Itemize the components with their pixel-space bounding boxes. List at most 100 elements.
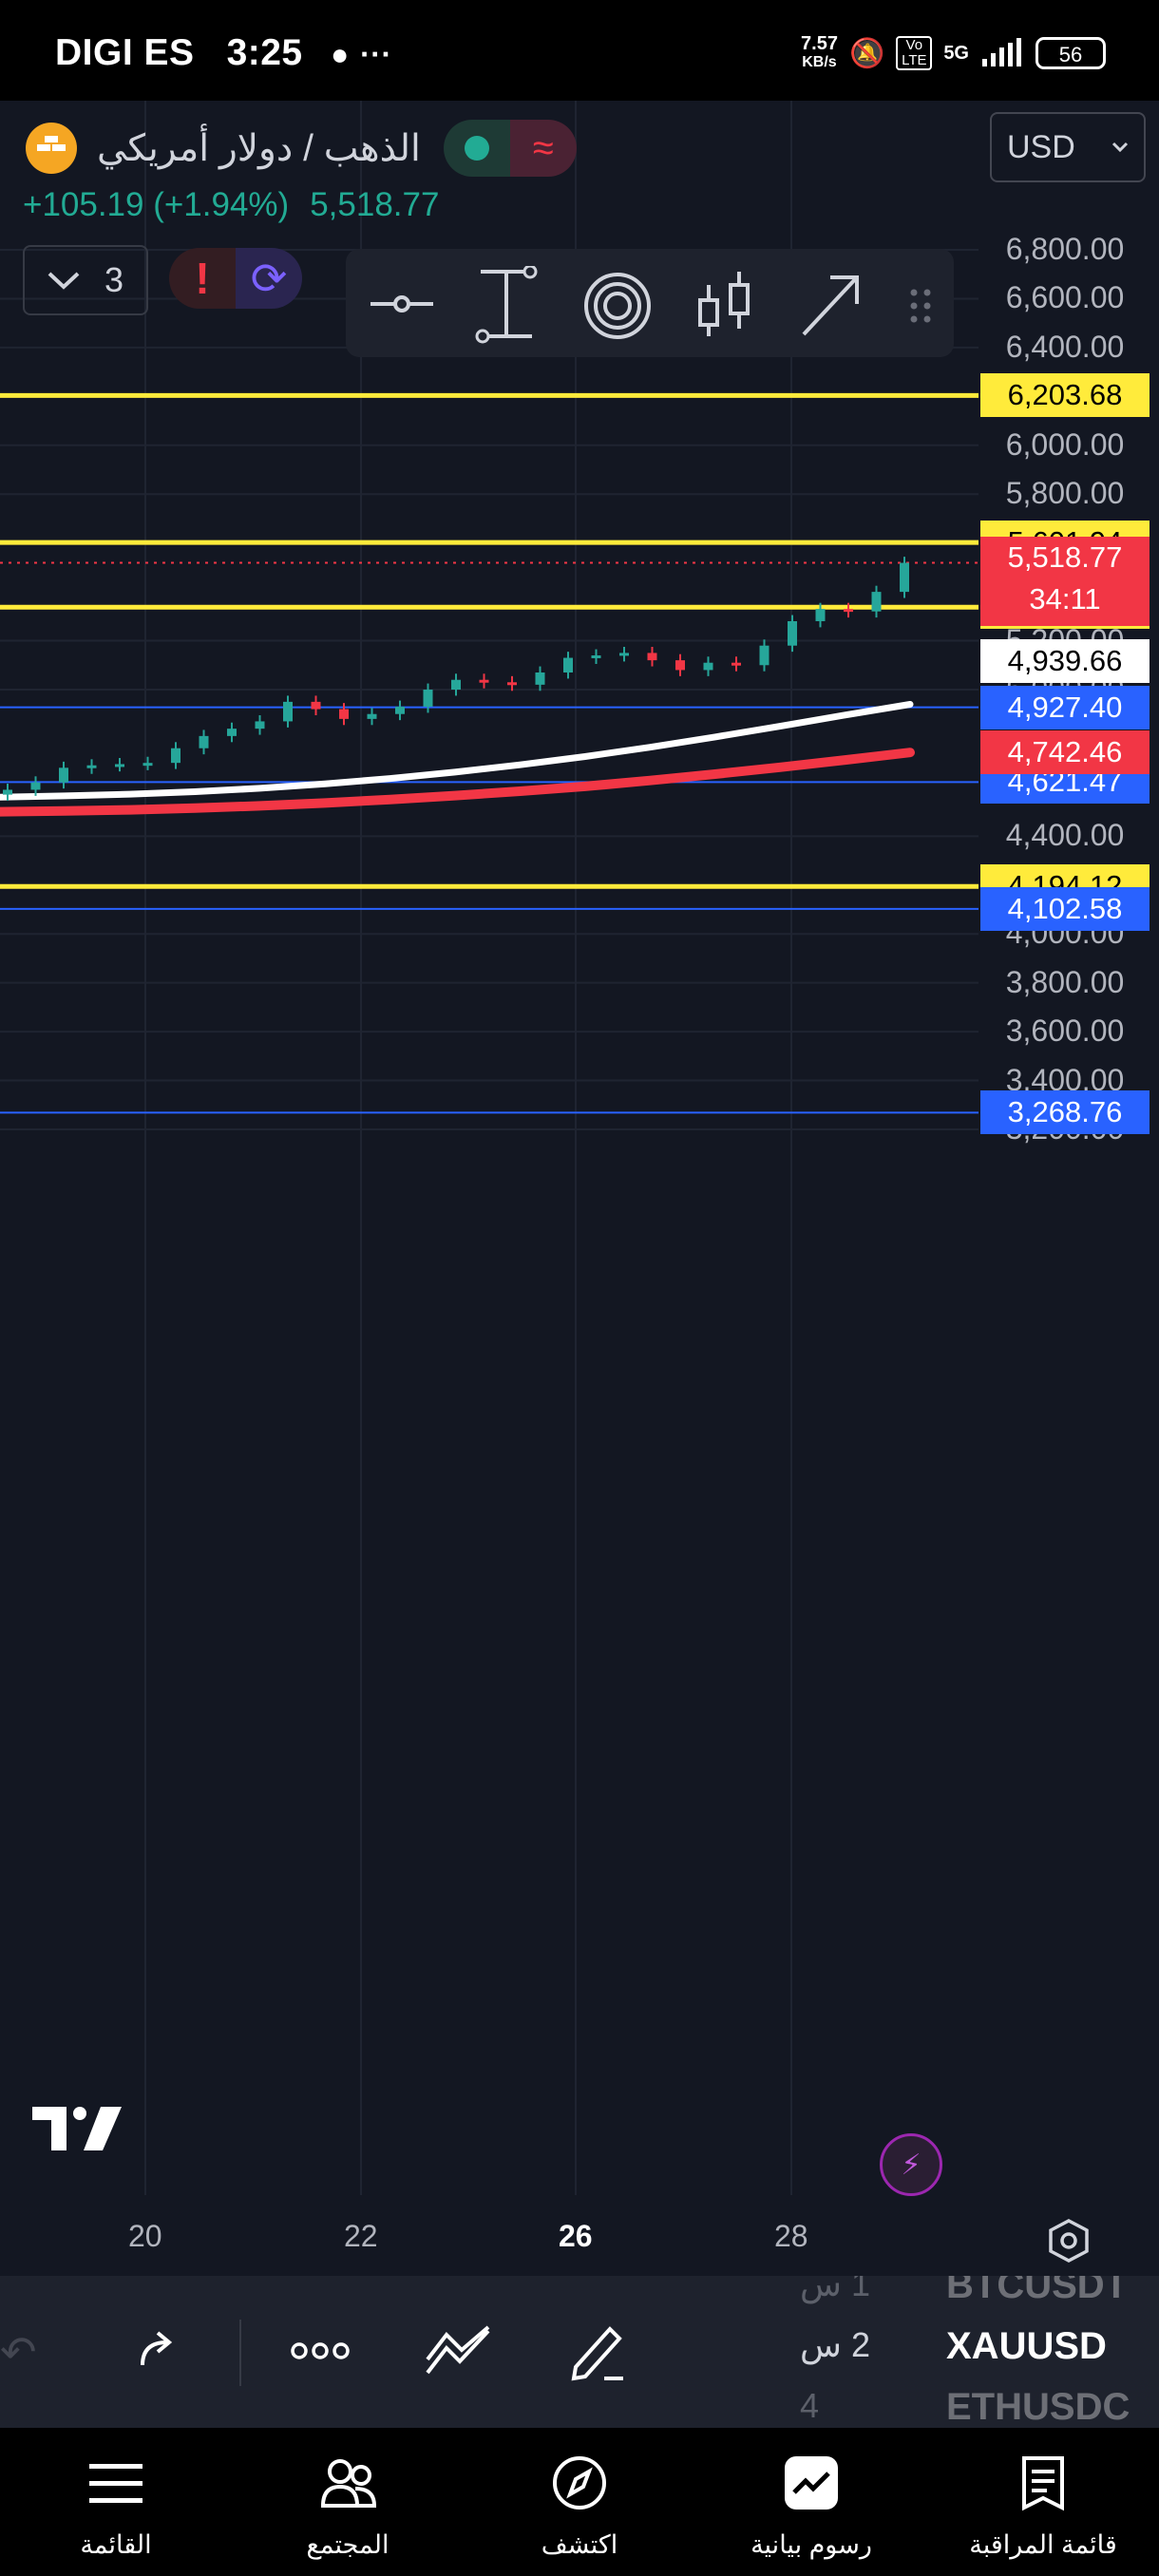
game-icon: ● — [330, 37, 350, 71]
undo-button[interactable]: ↶ — [0, 2327, 37, 2377]
symbol-name[interactable]: الذهب / دولار أمريكي — [97, 127, 421, 169]
alerts-pill[interactable]: ! ⟳ — [169, 248, 302, 309]
net-speed-unit: KB/s — [802, 54, 837, 70]
horizontal-line-icon[interactable] — [369, 275, 435, 332]
chart-icon — [785, 2456, 838, 2510]
candle-body — [30, 782, 41, 790]
candle-body — [59, 767, 68, 783]
chart-canvas[interactable] — [0, 101, 1159, 2276]
signal-icon — [982, 38, 1021, 66]
watchlist-icon — [1022, 2456, 1064, 2511]
watch-symbol-name: ETHUSDC — [946, 2386, 1130, 2428]
watch-symbol-badge: 4 — [800, 2386, 820, 2425]
watch-symbol-name: BTCUSDT — [946, 2276, 1129, 2306]
ma-red-label: 4,742.46 — [980, 730, 1150, 775]
level-label-blue: 4,927.40 — [980, 685, 1150, 729]
price-tick-label: 4,400.00 — [1005, 818, 1125, 853]
warning-icon: ! — [169, 248, 236, 309]
candle-body — [86, 765, 97, 768]
candle-countdown: 34:11 — [1029, 581, 1101, 616]
candle-body — [3, 789, 12, 795]
approx-icon: ≈ — [509, 120, 577, 177]
candle-body — [451, 679, 461, 690]
indicators-collapse-button[interactable]: 3 — [23, 245, 148, 315]
chart-bottom-toolbar: ↶ 1 س BTCUSDT 2 س XAUUSD 4 ETHUSDC — [0, 2276, 1159, 2428]
candle-body — [732, 662, 741, 666]
tab-compass[interactable]: اكتشف — [464, 2428, 695, 2576]
tradingview-logo-icon[interactable] — [32, 2107, 122, 2150]
chevron-down-icon — [48, 272, 80, 290]
candle-body — [255, 721, 265, 729]
lightning-icon: ⚡ — [901, 2149, 922, 2181]
redo-button[interactable] — [135, 2329, 182, 2373]
price-tick-label: 6,000.00 — [1005, 426, 1125, 462]
watch-symbol-badge: 2 س — [800, 2325, 870, 2364]
menu-icon — [89, 2464, 142, 2503]
last-price-value: 5,518.77 — [1007, 540, 1123, 574]
ma-white-label: 4,939.66 — [980, 638, 1150, 683]
more-options-button[interactable] — [291, 2339, 350, 2363]
tab-label: القائمة — [80, 2530, 152, 2559]
tab-community[interactable]: المجتمع — [232, 2428, 464, 2576]
measure-icon[interactable] — [473, 266, 540, 346]
sync-icon: ⟳ — [236, 248, 302, 309]
candle-body — [395, 707, 405, 714]
candles-icon[interactable] — [692, 268, 758, 344]
last-price: 5,518.77 — [310, 186, 440, 223]
mute-icon: 🔕 — [848, 37, 885, 69]
tab-label: اكتشف — [541, 2530, 618, 2559]
candle-body — [507, 682, 517, 686]
price-tick-label: 3,600.00 — [1005, 1013, 1125, 1049]
status-bar: DIGI ES 3:25 ● ··· 7.57 KB/s 🔕 Vo LTE 5G… — [0, 0, 1159, 101]
chevron-down-icon — [1112, 142, 1129, 153]
candle-body — [479, 679, 489, 683]
market-status-toggle[interactable]: ≈ — [443, 120, 577, 177]
clock: 3:25 — [226, 32, 303, 73]
candle-body — [900, 562, 909, 593]
bottom-tab-bar: القائمة المجتمع اكتشف رسوم بيانية قائمة المر… — [0, 2428, 1159, 2576]
time-tick-label: 28 — [774, 2219, 808, 2253]
tab-watchlist[interactable]: قائمة المراقبة — [927, 2428, 1159, 2576]
candle-body — [871, 592, 882, 612]
level-label-blue: 4,102.58 — [980, 886, 1150, 931]
candle-body — [675, 660, 685, 671]
market-open-dot-icon — [464, 136, 489, 161]
candle-body — [339, 709, 349, 719]
watch-symbol-badge: 1 س — [800, 2276, 870, 2303]
tab-chart[interactable]: رسوم بيانية — [695, 2428, 927, 2576]
draw-pen-button[interactable] — [566, 2320, 627, 2382]
watch-symbol-item[interactable]: 2 س XAUUSD — [779, 2325, 1159, 2378]
net-speed: 7.57 — [801, 33, 838, 54]
indicators-button[interactable] — [424, 2325, 492, 2378]
watch-symbol-item[interactable]: 1 س BTCUSDT — [779, 2276, 1159, 2318]
circle-icon[interactable] — [581, 270, 654, 342]
candle-body — [788, 620, 797, 646]
tab-label: رسوم بيانية — [750, 2530, 872, 2559]
chart-area[interactable]: الذهب / دولار أمريكي ≈ +105.19 (+1.94%) … — [0, 101, 1159, 2276]
price-tick-label: 6,600.00 — [1005, 280, 1125, 315]
candle-body — [563, 657, 573, 672]
candle-body — [199, 735, 209, 748]
more-dots-icon: ··· — [360, 37, 392, 71]
currency-value: USD — [1007, 128, 1075, 165]
candle-body — [227, 729, 237, 736]
compass-icon — [553, 2456, 606, 2510]
lightning-button[interactable]: ⚡ — [880, 2133, 942, 2196]
symbol-switcher[interactable]: 1 س BTCUSDT 2 س XAUUSD 4 ETHUSDC — [779, 2276, 1159, 2428]
watch-symbol-item[interactable]: 4 ETHUSDC — [779, 2386, 1159, 2428]
arrow-icon[interactable] — [798, 268, 864, 340]
tab-menu[interactable]: القائمة — [0, 2428, 232, 2576]
currency-select[interactable]: USD — [990, 112, 1146, 182]
community-icon — [320, 2459, 376, 2508]
drag-handle-icon[interactable] — [906, 287, 935, 325]
candle-body — [815, 609, 826, 621]
network-type: 5G — [943, 42, 969, 64]
volte-badge: Vo LTE — [896, 36, 933, 70]
gold-coin-icon[interactable] — [25, 122, 78, 175]
candle-body — [171, 748, 180, 764]
candle-body — [142, 763, 153, 767]
ma-red-line — [0, 748, 915, 817]
settings-hex-icon[interactable] — [1047, 2219, 1091, 2263]
level-label-blue: 3,268.76 — [980, 1090, 1150, 1135]
indicators-count: 3 — [104, 260, 124, 299]
